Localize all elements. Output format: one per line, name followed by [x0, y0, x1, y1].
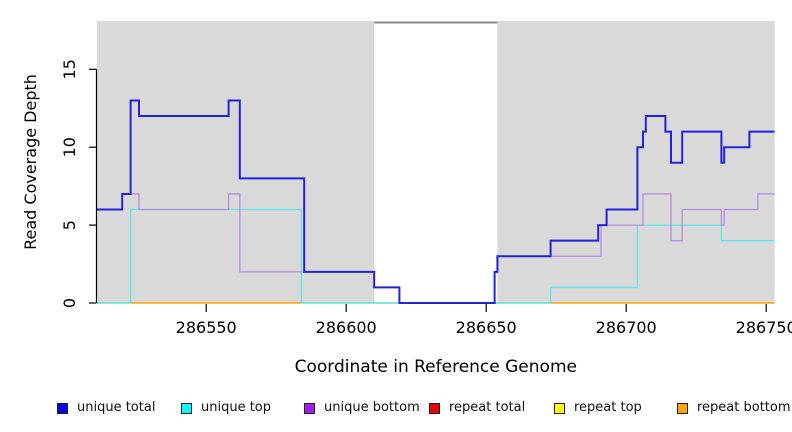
unique-top-line — [97, 208, 775, 304]
left-shaded-region — [97, 21, 375, 303]
x-tick-label: 286650 — [456, 318, 517, 337]
x-tick-label: 286550 — [176, 318, 237, 337]
y-axis-title: Read Coverage Depth — [21, 74, 40, 250]
x-tick-label: 286700 — [596, 318, 657, 337]
y-tick-label: 15 — [60, 59, 79, 79]
unique-total-line — [97, 99, 775, 304]
y-tick-label: 10 — [60, 137, 79, 157]
x-tick-label: 286600 — [316, 318, 377, 337]
y-tick-label: 0 — [60, 298, 79, 308]
x-tick-label: 286750 — [736, 318, 792, 337]
right-shaded-region — [497, 21, 775, 303]
x-axis-title: Coordinate in Reference Genome — [295, 357, 577, 377]
y-tick-label: 5 — [60, 220, 79, 230]
